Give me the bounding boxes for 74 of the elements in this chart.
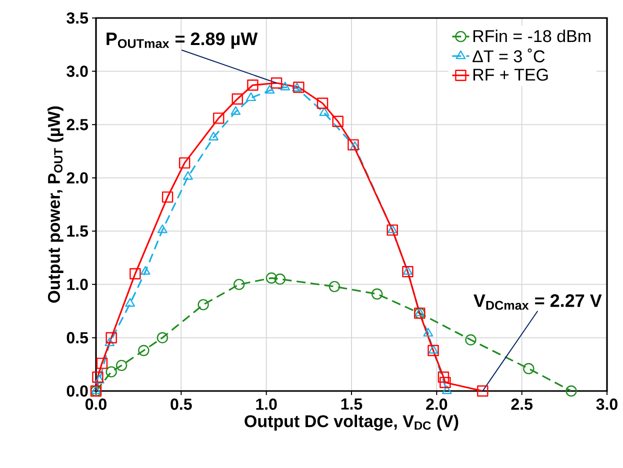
y-tick-label: 1.0 [67, 278, 88, 290]
y-tick-label: 3.5 [66, 12, 88, 24]
point [428, 344, 438, 354]
point [274, 274, 286, 285]
y-tick-label: 1.5 [67, 226, 88, 237]
y-tick-label: 2.5 [66, 118, 88, 130]
point [156, 332, 168, 344]
point [208, 132, 218, 140]
point [566, 385, 577, 397]
point [198, 299, 209, 310]
point [402, 266, 413, 275]
point [178, 157, 190, 169]
point [442, 385, 452, 394]
x-tick-label: 2.5 [511, 398, 533, 410]
x-tick-label: 0.5 [170, 398, 192, 410]
x-tick-label: 0.0 [86, 398, 106, 410]
y-tick-label: 0.5 [66, 332, 88, 344]
point [414, 308, 425, 316]
x-tick-label: 1.5 [341, 398, 362, 410]
point [477, 385, 488, 397]
point [246, 92, 256, 102]
point [104, 337, 115, 346]
point [162, 191, 174, 203]
legend-label: RFin = -18 dBm [473, 30, 590, 42]
point [332, 116, 344, 127]
point [440, 376, 451, 388]
point [423, 328, 434, 337]
y-axis-title: Output power, P$_{OUT}$ (µW) [48, 106, 64, 303]
point [371, 288, 383, 300]
point [183, 171, 193, 180]
point [138, 344, 150, 356]
point [386, 224, 398, 236]
point [213, 112, 224, 124]
point [292, 82, 302, 92]
point [96, 358, 108, 369]
point [438, 372, 450, 383]
point [116, 360, 128, 372]
point [270, 77, 282, 89]
annotation: P$_{OUTmax}$ = 2.89 µW [106, 32, 258, 49]
y-tick-label: 0.0 [66, 385, 88, 397]
point [293, 82, 304, 93]
point [91, 385, 101, 394]
point [523, 363, 534, 374]
x-tick-label: 1.0 [256, 398, 277, 410]
point [280, 82, 290, 90]
point [232, 93, 243, 105]
legend-label: ΔT = 3 ˚C [472, 48, 545, 62]
point [230, 106, 241, 115]
point [140, 266, 150, 275]
point [158, 224, 168, 234]
point [106, 366, 117, 378]
legend-label: RF + TEG [473, 68, 548, 81]
annotation: V$_{DCmax}$ = 2.27 V [474, 294, 602, 310]
point [264, 84, 275, 94]
point [428, 344, 439, 356]
point [247, 80, 258, 91]
point [94, 374, 104, 384]
point [106, 332, 117, 344]
point [125, 298, 135, 307]
point [266, 272, 278, 284]
point [92, 372, 104, 383]
y-tick-label: 2.0 [66, 172, 88, 184]
point [328, 280, 340, 292]
point [316, 98, 328, 109]
x-axis-title: Output DC voltage, V$_{DC}$ (V) [244, 414, 458, 431]
point [465, 334, 476, 346]
point [402, 266, 414, 278]
x-tick-label: 3.0 [596, 398, 618, 410]
y-tick-label: 3.0 [66, 66, 88, 77]
point [130, 268, 141, 280]
x-tick-label: 2.0 [426, 398, 448, 410]
point [387, 224, 398, 234]
point [233, 278, 245, 290]
point [319, 107, 330, 116]
